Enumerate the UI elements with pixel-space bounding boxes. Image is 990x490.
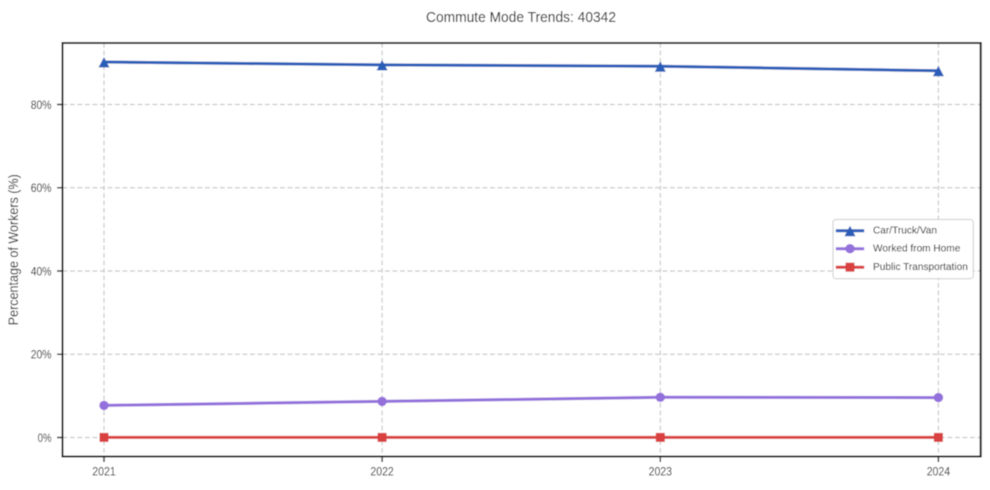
svg-text:Car/Truck/Van: Car/Truck/Van: [873, 226, 937, 237]
svg-text:2023: 2023: [649, 465, 673, 479]
svg-text:2024: 2024: [927, 465, 951, 479]
svg-text:Public Transportation: Public Transportation: [873, 262, 968, 273]
svg-text:40%: 40%: [31, 264, 52, 278]
svg-text:20%: 20%: [31, 348, 52, 362]
svg-text:2022: 2022: [370, 465, 394, 479]
svg-text:Worked from Home: Worked from Home: [873, 244, 961, 255]
svg-text:0%: 0%: [38, 431, 52, 445]
svg-text:Percentage of Workers (%): Percentage of Workers (%): [6, 174, 21, 325]
svg-text:2021: 2021: [92, 465, 116, 479]
svg-text:Commute Mode Trends: 40342: Commute Mode Trends: 40342: [426, 9, 616, 26]
svg-text:60%: 60%: [31, 181, 52, 195]
svg-text:80%: 80%: [31, 98, 52, 112]
